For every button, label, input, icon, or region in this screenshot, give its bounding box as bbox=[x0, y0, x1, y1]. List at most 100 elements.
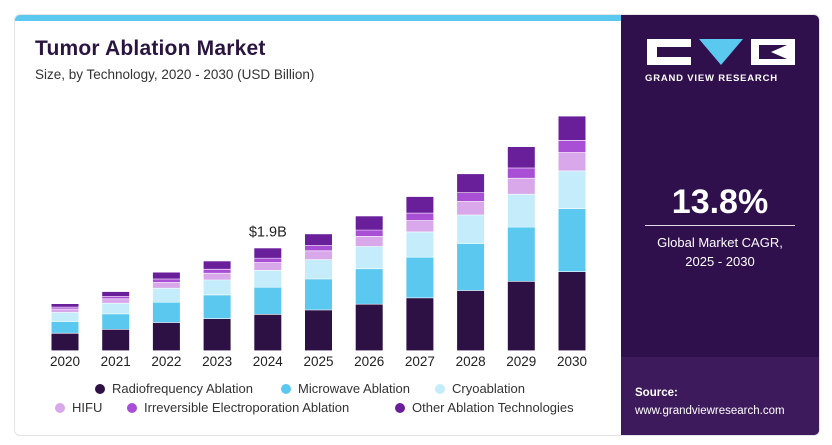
bar-segment-2023-4 bbox=[203, 269, 231, 273]
chart-subtitle: Size, by Technology, 2020 - 2030 (USD Bi… bbox=[35, 67, 315, 82]
x-tick-label-2029: 2029 bbox=[506, 354, 536, 369]
bar-segment-2027-0 bbox=[406, 298, 434, 351]
legend-label: Radiofrequency Ablation bbox=[112, 381, 253, 396]
side-panel: GRAND VIEW RESEARCH 13.8% Global Market … bbox=[621, 15, 819, 435]
cagr-divider bbox=[645, 225, 795, 226]
bar-segment-2020-4 bbox=[51, 307, 79, 309]
bar-segment-2021-5 bbox=[102, 291, 130, 297]
bar-segment-2030-4 bbox=[558, 140, 586, 153]
bar-segment-2025-4 bbox=[305, 245, 332, 251]
infographic-card: Tumor Ablation Market Size, by Technolog… bbox=[14, 14, 820, 436]
bar-segment-2021-2 bbox=[102, 303, 130, 314]
value-annotation-2024: $1.9B bbox=[249, 224, 287, 240]
bar-segment-2027-4 bbox=[406, 213, 434, 221]
bar-segment-2028-1 bbox=[457, 243, 485, 291]
bar-segment-2026-2 bbox=[355, 246, 383, 269]
bar-segment-2029-4 bbox=[507, 168, 535, 178]
bar-segment-2021-0 bbox=[102, 329, 130, 351]
bar-segment-2028-5 bbox=[457, 174, 485, 193]
x-tick-label-2020: 2020 bbox=[50, 354, 80, 369]
bar-segment-2025-0 bbox=[305, 310, 332, 351]
accent-bar bbox=[15, 15, 621, 21]
bar-segment-2027-1 bbox=[406, 257, 434, 298]
bar-segment-2022-2 bbox=[152, 288, 180, 302]
x-tick-label-2030: 2030 bbox=[557, 354, 587, 369]
cagr-label: Global Market CAGR, 2025 - 2030 bbox=[621, 233, 819, 271]
legend-swatch bbox=[395, 403, 405, 413]
bar-segment-2024-3 bbox=[254, 262, 282, 270]
x-tick-label-2028: 2028 bbox=[456, 354, 486, 369]
bar-segment-2029-0 bbox=[507, 281, 535, 351]
bar-segment-2025-5 bbox=[305, 234, 332, 246]
legend-swatch bbox=[127, 403, 137, 413]
legend-label: Microwave Ablation bbox=[298, 381, 410, 396]
bar-segment-2028-3 bbox=[457, 201, 485, 215]
source-title: Source: bbox=[635, 387, 678, 399]
bar-segment-2027-3 bbox=[406, 220, 434, 232]
legend-item-5: Other Ablation Technologies bbox=[395, 400, 574, 415]
x-tick-label-2023: 2023 bbox=[202, 354, 232, 369]
bar-segment-2022-3 bbox=[152, 282, 180, 288]
x-tick-label-2026: 2026 bbox=[354, 354, 384, 369]
bar-segment-2030-1 bbox=[558, 209, 586, 272]
bar-segment-2027-5 bbox=[406, 196, 434, 213]
legend-item-0: Radiofrequency Ablation bbox=[95, 381, 253, 396]
bar-segment-2025-2 bbox=[305, 259, 332, 279]
bar-segment-2029-1 bbox=[507, 227, 535, 282]
source-box bbox=[621, 357, 819, 435]
bar-segment-2024-5 bbox=[254, 248, 282, 258]
bar-segment-2029-3 bbox=[507, 178, 535, 194]
bar-segment-2028-0 bbox=[457, 290, 485, 351]
bar-segment-2024-2 bbox=[254, 270, 282, 287]
bar-segment-2026-3 bbox=[355, 236, 383, 247]
bar-segment-2020-3 bbox=[51, 309, 79, 313]
grand-view-research-logo bbox=[647, 39, 795, 65]
bar-segment-2024-1 bbox=[254, 287, 282, 314]
bar-segment-2022-1 bbox=[152, 302, 180, 323]
bar-segment-2026-1 bbox=[355, 269, 383, 304]
legend-swatch bbox=[95, 384, 105, 394]
bar-segment-2022-5 bbox=[152, 272, 180, 279]
legend-label: Other Ablation Technologies bbox=[412, 400, 574, 415]
legend-item-4: Irreversible Electroporation Ablation bbox=[127, 400, 349, 415]
bar-segment-2029-5 bbox=[507, 147, 535, 168]
bar-segment-2026-0 bbox=[355, 304, 383, 351]
legend-swatch bbox=[55, 403, 65, 413]
bar-segment-2023-0 bbox=[203, 319, 231, 351]
cagr-value: 13.8% bbox=[671, 183, 769, 221]
legend-label: Irreversible Electroporation Ablation bbox=[144, 400, 350, 415]
bar-segment-2021-4 bbox=[102, 296, 130, 299]
bar-segment-2024-0 bbox=[254, 314, 282, 351]
stacked-bar-chart: 2020 2021 2022 2023 2024 $1.9B 2025 2026 2027 202… bbox=[50, 116, 587, 369]
bar-segment-2025-3 bbox=[305, 251, 332, 260]
bar-segment-2028-2 bbox=[457, 215, 485, 244]
x-tick-label-2021: 2021 bbox=[101, 354, 131, 369]
bar-segment-2021-3 bbox=[102, 299, 130, 303]
bar-segment-2028-4 bbox=[457, 193, 485, 202]
bar-segment-2030-0 bbox=[558, 272, 586, 351]
x-tick-label-2027: 2027 bbox=[405, 354, 435, 369]
bar-segment-2029-2 bbox=[507, 194, 535, 227]
bar-segment-2026-4 bbox=[355, 230, 383, 236]
bar-segment-2022-0 bbox=[152, 322, 180, 351]
cagr-label-line2: 2025 - 2030 bbox=[685, 254, 755, 269]
legend-swatch bbox=[435, 384, 445, 394]
source-link[interactable]: www.grandviewresearch.com bbox=[635, 405, 785, 417]
legend-item-1: Microwave Ablation bbox=[281, 381, 410, 396]
legend-item-3: HIFU bbox=[55, 400, 102, 415]
x-tick-label-2025: 2025 bbox=[303, 354, 333, 369]
bar-segment-2023-2 bbox=[203, 280, 231, 295]
bar-segment-2024-4 bbox=[254, 258, 282, 263]
bar-segment-2030-5 bbox=[558, 116, 586, 140]
legend-item-2: Cryoablation bbox=[435, 381, 525, 396]
bar-segment-2020-2 bbox=[51, 312, 79, 322]
bar-segment-2025-1 bbox=[305, 279, 332, 310]
bar-segment-2021-1 bbox=[102, 314, 130, 330]
x-tick-label-2022: 2022 bbox=[151, 354, 181, 369]
bar-segment-2026-5 bbox=[355, 216, 383, 230]
bar-segment-2020-0 bbox=[51, 333, 79, 351]
bar-segment-2020-5 bbox=[51, 304, 79, 307]
bar-segment-2023-1 bbox=[203, 295, 231, 319]
legend-label: Cryoablation bbox=[452, 381, 525, 396]
bar-segment-2027-2 bbox=[406, 232, 434, 257]
